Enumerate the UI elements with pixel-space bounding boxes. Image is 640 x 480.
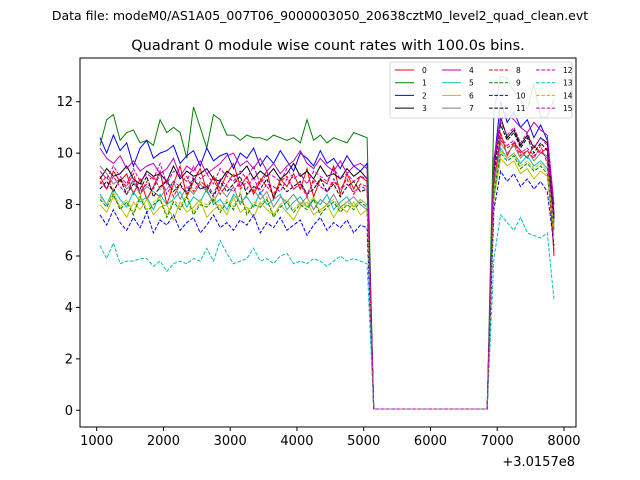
series-line-10 bbox=[99, 169, 555, 410]
x-tick-label: 1000 bbox=[80, 434, 113, 449]
series-line-7 bbox=[99, 141, 555, 410]
y-tick-label: 10 bbox=[56, 147, 73, 162]
series-line-14 bbox=[99, 149, 555, 410]
legend-label: 4 bbox=[469, 66, 474, 75]
legend-entry-12: 12 bbox=[536, 66, 573, 75]
series-line-11 bbox=[99, 123, 555, 410]
series-line-8 bbox=[99, 139, 555, 410]
legend-entry-14: 14 bbox=[536, 91, 573, 100]
legend-label: 9 bbox=[516, 79, 521, 88]
legend-label: 6 bbox=[469, 91, 474, 100]
legend-entry-2: 2 bbox=[395, 91, 427, 100]
series-line-13 bbox=[99, 213, 555, 410]
x-tick-label: 4000 bbox=[280, 434, 313, 449]
x-axis-offset-label: +3.0157e8 bbox=[502, 455, 575, 470]
legend-label: 7 bbox=[469, 104, 474, 113]
series-line-5 bbox=[99, 146, 555, 410]
chart-title: Quadrant 0 module wise count rates with … bbox=[131, 38, 525, 54]
legend-label: 8 bbox=[516, 66, 521, 75]
data-file-suptitle: Data file: modeM0/AS1A05_007T06_90000030… bbox=[52, 8, 588, 23]
legend-entry-6: 6 bbox=[442, 91, 474, 100]
x-tick-label: 8000 bbox=[547, 434, 580, 449]
series-line-15 bbox=[99, 120, 555, 410]
legend-entry-10: 10 bbox=[489, 91, 526, 100]
legend-entry-15: 15 bbox=[536, 104, 573, 113]
legend-label: 5 bbox=[469, 79, 474, 88]
series-line-4 bbox=[99, 113, 555, 410]
series-line-3 bbox=[99, 116, 555, 410]
x-tick-label: 5000 bbox=[347, 434, 380, 449]
y-tick-label: 12 bbox=[56, 95, 73, 110]
legend-entry-11: 11 bbox=[489, 104, 526, 113]
axes-frame bbox=[79, 57, 577, 428]
y-tick-label: 8 bbox=[65, 198, 73, 213]
legend-label: 14 bbox=[563, 91, 573, 100]
series-line-12 bbox=[99, 136, 555, 410]
legend-label: 13 bbox=[563, 79, 573, 88]
legend-box bbox=[389, 61, 573, 119]
legend-label: 3 bbox=[422, 104, 427, 113]
legend-label: 1 bbox=[422, 79, 427, 88]
legend-label: 2 bbox=[422, 91, 427, 100]
legend-entry-4: 4 bbox=[442, 66, 474, 75]
y-tick-label: 4 bbox=[65, 301, 73, 316]
series-line-9 bbox=[99, 151, 555, 410]
legend-label: 12 bbox=[563, 66, 573, 75]
legend-entry-5: 5 bbox=[442, 79, 474, 88]
legend-entry-13: 13 bbox=[536, 79, 573, 88]
y-tick-label: 0 bbox=[65, 404, 73, 419]
legend-entry-7: 7 bbox=[442, 104, 474, 113]
y-axis-ticks: 0 2 4 6 8 10 12 bbox=[56, 95, 80, 419]
legend-label: 11 bbox=[516, 104, 526, 113]
x-axis-ticks: 1000 2000 3000 4000 5000 6000 7000 8000 bbox=[80, 427, 581, 449]
series-lines-group bbox=[99, 75, 555, 410]
legend-label: 0 bbox=[422, 66, 427, 75]
y-tick-label: 2 bbox=[65, 352, 73, 367]
legend-entry-8: 8 bbox=[489, 66, 521, 75]
y-tick-label: 6 bbox=[65, 250, 73, 265]
legend-label: 15 bbox=[563, 104, 573, 113]
series-line-6 bbox=[99, 157, 555, 410]
x-tick-label: 6000 bbox=[414, 434, 447, 449]
x-tick-label: 2000 bbox=[147, 434, 180, 449]
legend-entry-0: 0 bbox=[395, 66, 427, 75]
x-tick-label: 3000 bbox=[214, 434, 247, 449]
axes-border bbox=[79, 57, 577, 428]
legend-label: 10 bbox=[516, 91, 526, 100]
legend-entry-3: 3 bbox=[395, 104, 427, 113]
legend-entry-1: 1 bbox=[395, 79, 427, 88]
legend-entry-9: 9 bbox=[489, 79, 521, 88]
x-tick-label: 7000 bbox=[481, 434, 514, 449]
